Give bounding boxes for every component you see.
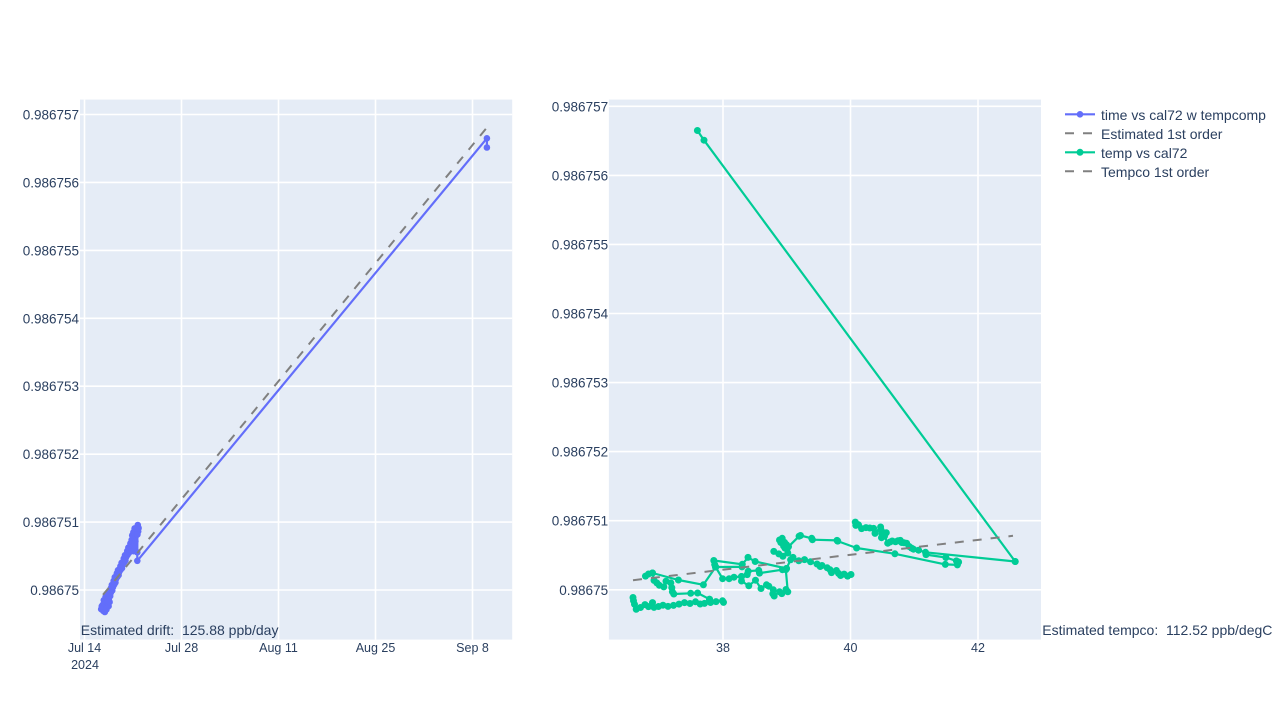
- svg-text:Estimated drift: 125.88 ppb/d: Estimated drift: 125.88 ppb/day: [81, 622, 279, 638]
- svg-text:0.98675: 0.98675: [30, 583, 79, 598]
- svg-text:40: 40: [844, 641, 858, 655]
- svg-text:Tempco 1st order: Tempco 1st order: [1101, 164, 1209, 180]
- svg-text:Sep 8: Sep 8: [456, 641, 489, 655]
- svg-text:0.986751: 0.986751: [552, 514, 608, 529]
- svg-text:0.986754: 0.986754: [23, 311, 80, 326]
- svg-text:Aug 25: Aug 25: [356, 641, 396, 655]
- svg-text:0.986755: 0.986755: [23, 243, 79, 258]
- svg-text:0.98675: 0.98675: [559, 583, 608, 598]
- svg-text:0.986751: 0.986751: [23, 515, 79, 530]
- svg-text:0.986752: 0.986752: [23, 447, 79, 462]
- svg-text:Aug 11: Aug 11: [259, 641, 298, 655]
- svg-text:temp vs cal72: temp vs cal72: [1101, 145, 1188, 161]
- svg-text:38: 38: [716, 641, 730, 655]
- svg-text:Jul 28: Jul 28: [165, 641, 198, 655]
- svg-text:0.986753: 0.986753: [552, 376, 608, 391]
- svg-text:Estimated tempco: 112.52 ppb/: Estimated tempco: 112.52 ppb/degC: [1042, 622, 1272, 638]
- svg-text:42: 42: [971, 641, 985, 655]
- svg-text:time vs cal72 w tempcomp: time vs cal72 w tempcomp: [1101, 107, 1266, 123]
- svg-text:Jul 14: Jul 14: [68, 641, 101, 655]
- svg-text:0.986756: 0.986756: [552, 168, 608, 183]
- svg-text:0.986756: 0.986756: [23, 175, 79, 190]
- svg-text:Estimated 1st order: Estimated 1st order: [1101, 126, 1223, 142]
- svg-text:0.986753: 0.986753: [23, 379, 79, 394]
- svg-text:2024: 2024: [71, 658, 99, 672]
- svg-text:0.986754: 0.986754: [552, 307, 609, 322]
- svg-text:0.986752: 0.986752: [552, 445, 608, 460]
- svg-text:0.986757: 0.986757: [552, 99, 608, 114]
- svg-text:0.986755: 0.986755: [552, 237, 608, 252]
- svg-text:0.986757: 0.986757: [23, 108, 79, 123]
